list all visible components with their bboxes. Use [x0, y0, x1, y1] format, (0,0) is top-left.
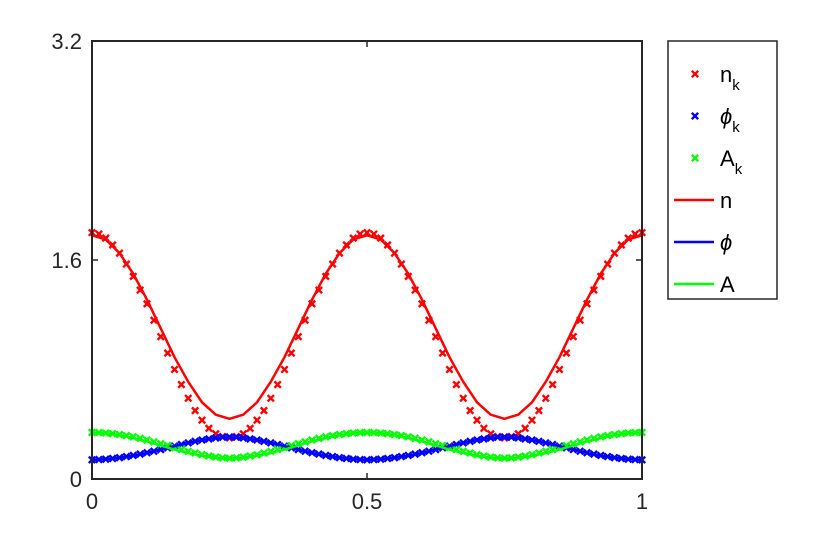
legend-label: A — [720, 272, 735, 297]
legend-marker-icon — [690, 153, 700, 163]
data-point — [452, 380, 461, 389]
data-point — [287, 349, 296, 358]
legend-entry: ϕk — [690, 104, 740, 136]
data-point — [527, 416, 537, 425]
y-tick-label: 0 — [70, 467, 82, 492]
legend-entry: ϕ — [674, 230, 732, 255]
series-line-1 — [91, 436, 643, 462]
data-point — [541, 394, 550, 403]
data-point — [204, 424, 213, 433]
legend-label: ϕk — [720, 104, 740, 136]
axis-layer: 0 0.5 1 0 1.6 3.2 — [51, 29, 648, 514]
legend-entry: Ak — [690, 146, 743, 178]
x-tick-label: 1 — [636, 489, 648, 514]
legend-box — [667, 40, 778, 300]
legend-label: nk — [720, 62, 740, 94]
data-point — [521, 424, 530, 433]
series-line-0 — [91, 234, 643, 421]
data-point — [445, 365, 454, 374]
legend-label: n — [720, 188, 732, 213]
data-point — [177, 380, 186, 389]
x-tick-label: 0 — [86, 489, 98, 514]
data-point — [197, 416, 207, 425]
series-layer — [87, 228, 647, 464]
data-point — [479, 424, 488, 433]
data-point — [466, 406, 475, 415]
legend-entry: nk — [690, 62, 740, 94]
data-point — [246, 424, 255, 433]
data-point — [191, 406, 200, 415]
legend-entry: n — [674, 188, 732, 213]
data-point — [259, 406, 268, 415]
data-point — [472, 416, 482, 425]
data-point — [170, 365, 179, 374]
data-point — [555, 365, 564, 374]
data-point — [184, 394, 193, 403]
data-point — [280, 365, 289, 374]
data-point — [163, 349, 172, 358]
legend-label: ϕ — [720, 230, 732, 255]
data-point — [562, 349, 571, 358]
data-point — [459, 394, 468, 403]
x-tick-label: 0.5 — [352, 489, 383, 514]
legend-marker-icon — [690, 111, 700, 121]
y-tick-label: 1.6 — [51, 248, 82, 273]
legend-entry: A — [674, 272, 735, 297]
data-point — [548, 380, 557, 389]
series-line-2 — [91, 431, 643, 460]
legend: nk ϕk Ak nϕA — [667, 40, 778, 300]
data-point — [252, 416, 262, 425]
data-point — [266, 394, 275, 403]
data-point — [438, 349, 447, 358]
data-point — [534, 406, 543, 415]
legend-label: Ak — [720, 146, 743, 178]
legend-marker-icon — [690, 69, 700, 79]
y-tick-label: 3.2 — [51, 29, 82, 54]
data-point — [273, 380, 282, 389]
